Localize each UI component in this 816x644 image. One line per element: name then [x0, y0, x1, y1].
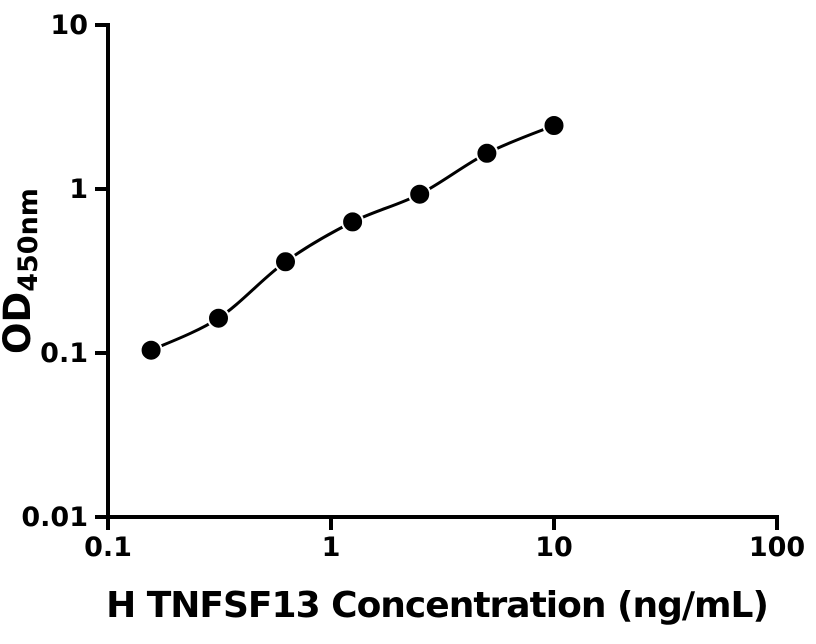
y-axis-title: OD450nm — [0, 188, 44, 354]
y-axis-ticks: 0.01 0.1 1 10 — [21, 10, 108, 533]
data-point — [475, 141, 499, 165]
x-tick-label: 100 — [749, 532, 805, 563]
x-axis-ticks: 0.1 1 10 100 — [84, 517, 805, 563]
y-tick-label: 0.01 — [21, 502, 88, 533]
y-tick-label: 0.1 — [40, 338, 88, 369]
y-tick-label: 10 — [50, 10, 88, 41]
data-point — [408, 182, 432, 206]
data-point — [139, 338, 163, 362]
data-point — [341, 210, 365, 234]
x-axis-title: H TNFSF13 Concentration (ng/mL) — [106, 585, 768, 626]
y-axis-title-subscript: 450nm — [13, 188, 44, 292]
y-axis-title-main: OD — [0, 292, 39, 354]
x-tick-label: 0.1 — [84, 532, 132, 563]
axes — [106, 23, 779, 519]
data-point — [274, 250, 297, 274]
data-point — [207, 306, 230, 330]
x-tick-label: 10 — [535, 532, 573, 563]
y-tick-label: 1 — [69, 174, 88, 205]
data-point — [542, 114, 566, 137]
x-tick-label: 1 — [322, 532, 341, 563]
data-points — [139, 114, 566, 362]
